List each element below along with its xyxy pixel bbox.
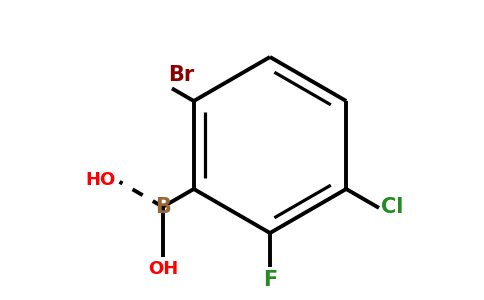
Text: HO: HO xyxy=(85,171,116,189)
Text: Cl: Cl xyxy=(381,197,403,217)
Text: F: F xyxy=(263,270,277,290)
Text: B: B xyxy=(155,197,171,217)
Text: Br: Br xyxy=(168,65,194,86)
Text: OH: OH xyxy=(148,260,178,278)
